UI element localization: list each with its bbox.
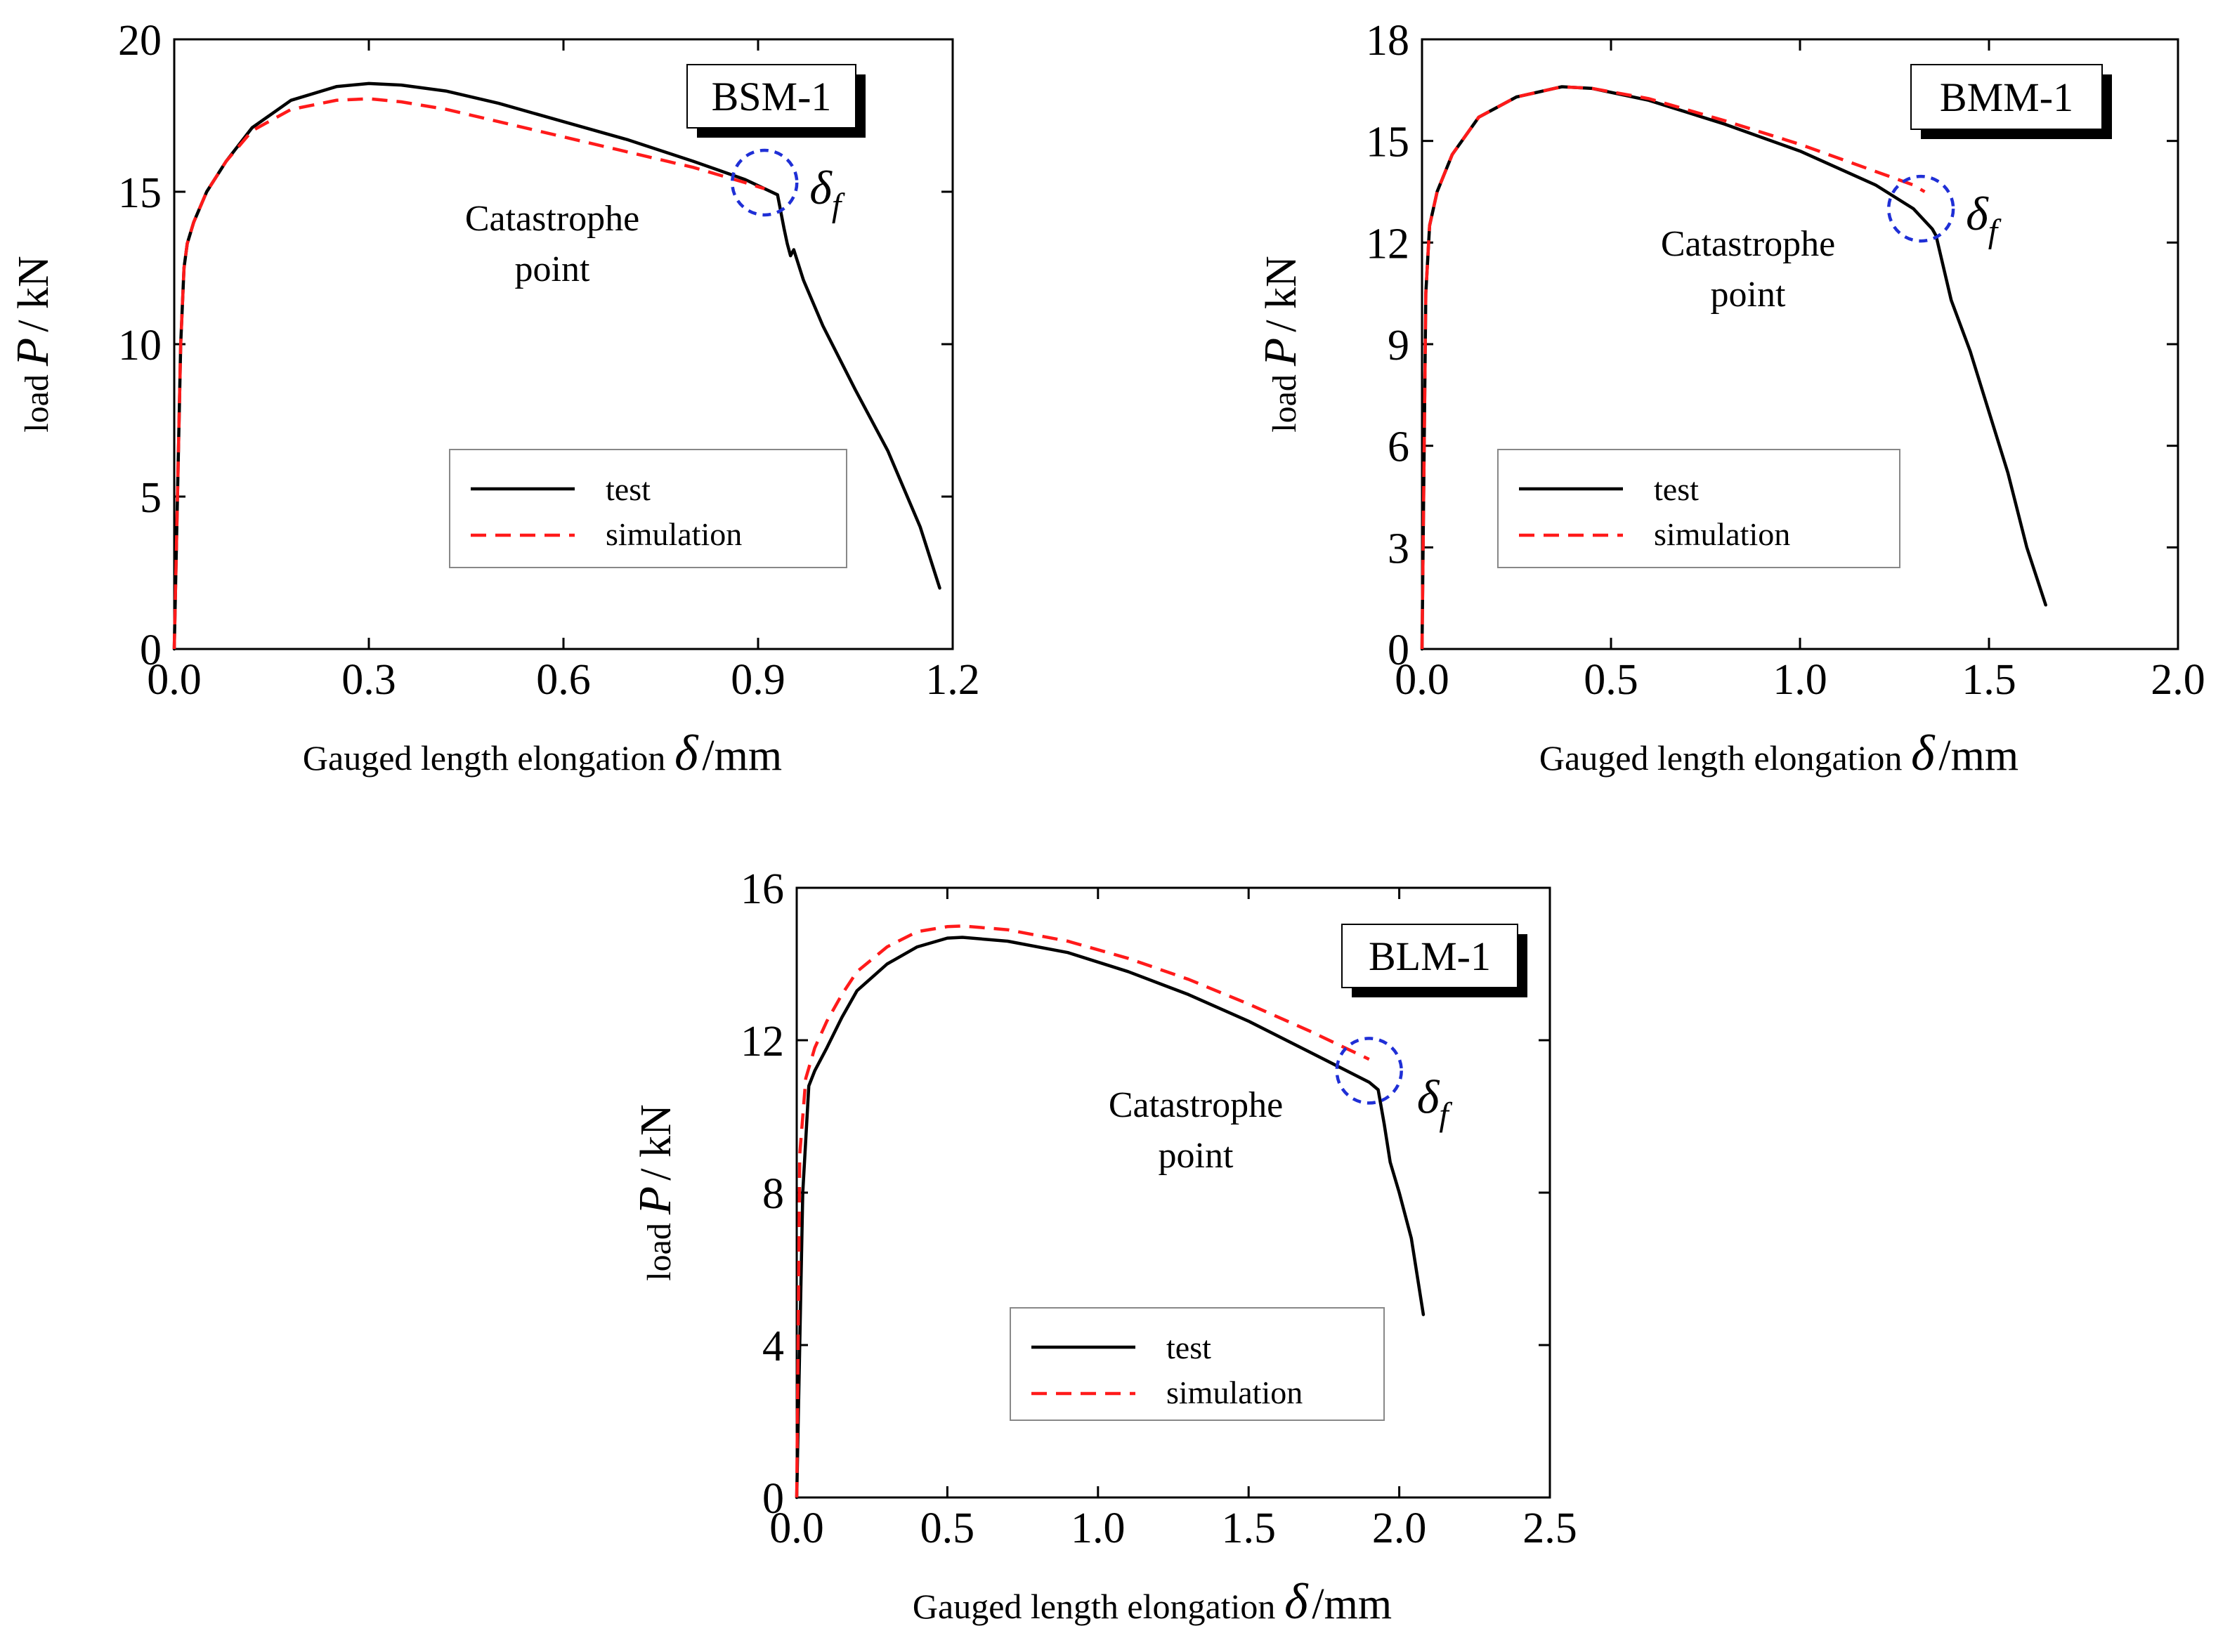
x-tick-label: 2.0 (2151, 656, 2205, 704)
y-axis-label-unit: / kN (1258, 256, 1305, 332)
series-simulation-line (795, 924, 1370, 1498)
y-tick-label: 0 (762, 1475, 784, 1523)
specimen-tag-label: BLM-1 (1369, 933, 1491, 979)
annotation-line-2: point (1159, 1136, 1234, 1176)
series-test-line (795, 936, 1426, 1500)
y-tick-label: 5 (140, 474, 162, 522)
annotation-line-2: point (1711, 275, 1786, 315)
y-axis-label-unit: / kN (10, 256, 58, 332)
x-tick-label: 0.5 (920, 1504, 975, 1552)
y-axis-label-prefix: load (1266, 366, 1303, 433)
catastrophe-circle (1886, 174, 1955, 243)
y-tick-label: 12 (741, 1018, 784, 1066)
y-tick-label: 15 (1366, 119, 1409, 166)
y-axis-label-symbol: P (1255, 338, 1306, 367)
delta-f-label: δf (809, 161, 845, 224)
y-tick-label: 12 (1366, 220, 1409, 268)
legend-test-label: test (1166, 1330, 1211, 1365)
y-axis-label: load P / kN (7, 256, 58, 432)
x-tick-label: 2.5 (1522, 1504, 1577, 1552)
y-axis-label-symbol: P (630, 1186, 681, 1215)
y-axis-label: load P / kN (1255, 256, 1306, 432)
chart-panel-bmm-1: 0.0 0.5 1.0 1.5 2.0 0 3 6 9 12 15 18 Gauged length e… (1255, 17, 2205, 781)
catastrophe-circle (730, 148, 799, 217)
legend-test-label: test (1654, 471, 1699, 507)
annotation-line-1: Catastrophe (465, 199, 639, 239)
catastrophe-circle (1335, 1037, 1403, 1105)
x-tick-label: 1.5 (1221, 1504, 1276, 1552)
annotation-line-1: Catastrophe (1661, 224, 1835, 264)
y-tick-label: 15 (118, 169, 162, 217)
y-axis-label-unit: / kN (632, 1104, 680, 1181)
x-tick-label: 0.5 (1584, 656, 1638, 704)
x-axis-label-symbol: δ (674, 725, 699, 781)
delta-f-symbol: δ (1417, 1070, 1440, 1123)
y-axis-label: load P / kN (630, 1104, 681, 1280)
x-tick-label: 0.0 (1395, 656, 1449, 704)
y-tick-label: 16 (741, 865, 784, 913)
x-tick-label: 0.6 (536, 656, 591, 704)
y-tick-label: 8 (762, 1170, 784, 1218)
delta-f-label: δf (1417, 1070, 1453, 1133)
x-axis-label-text: Gauged length elongation (303, 738, 674, 778)
legend-box (449, 449, 847, 568)
x-tick-label: 2.0 (1372, 1504, 1427, 1552)
y-tick-label: 6 (1388, 424, 1409, 471)
specimen-tag-box (1910, 64, 2103, 130)
legend-test-label: test (606, 471, 651, 507)
annotation-line-1: Catastrophe (1109, 1085, 1283, 1125)
x-tick-label: 0.0 (147, 656, 202, 704)
x-tick-label: 1.0 (1773, 656, 1827, 704)
x-axis-label: Gauged length elongation δ/mm (1539, 725, 2018, 781)
legend-simulation-label: simulation (1654, 516, 1790, 552)
y-tick-label: 20 (118, 17, 162, 65)
y-tick-label: 10 (118, 322, 162, 369)
x-axis-label-unit: /mm (702, 732, 782, 780)
x-axis-label-text: Gauged length elongation (913, 1587, 1284, 1626)
x-tick-label: 1.2 (925, 656, 980, 704)
y-tick-label: 0 (140, 627, 162, 674)
x-axis-label: Gauged length elongation δ/mm (913, 1573, 1392, 1630)
specimen-tag-box (1341, 924, 1518, 988)
x-tick-label: 1.0 (1071, 1504, 1126, 1552)
y-axis-label-prefix: load (641, 1214, 678, 1281)
delta-f-symbol: δ (809, 161, 833, 214)
delta-f-subscript: f (832, 187, 845, 224)
y-tick-label: 9 (1388, 322, 1409, 369)
x-axis-label: Gauged length elongation δ/mm (303, 725, 782, 781)
x-tick-label: 0.0 (769, 1504, 824, 1552)
y-axis-label-prefix: load (18, 366, 56, 433)
delta-f-label: δf (1966, 187, 2002, 250)
legend-box (1010, 1307, 1385, 1421)
chart-panel-blm-1: 0.0 0.5 1.0 1.5 2.0 2.5 0 4 8 12 16 Gauged length e… (630, 865, 1577, 1630)
series-simulation-line (172, 97, 765, 650)
chart-panel-bsm-1: 0.0 0.3 0.6 0.9 1.2 0 5 10 15 20 Gauged length elo… (7, 17, 980, 781)
legend-simulation-label: simulation (1166, 1375, 1303, 1410)
delta-f-subscript: f (1439, 1096, 1452, 1133)
specimen-tag-label: BMM-1 (1940, 74, 2073, 120)
delta-f-subscript: f (1988, 213, 2002, 250)
x-tick-label: 1.5 (1962, 656, 2016, 704)
x-axis-label-text: Gauged length elongation (1539, 738, 1911, 778)
x-tick-label: 0.9 (731, 656, 785, 704)
x-axis-label-unit: /mm (1938, 732, 2018, 780)
specimen-tag-label: BSM-1 (712, 74, 832, 119)
y-tick-label: 3 (1388, 525, 1409, 572)
annotation-line-2: point (515, 249, 590, 289)
y-tick-label: 0 (1388, 627, 1409, 674)
x-axis-label-unit: /mm (1312, 1580, 1392, 1628)
legend-box (1497, 449, 1900, 568)
y-tick-label: 18 (1366, 17, 1409, 65)
specimen-tag-box (686, 64, 856, 129)
legend-simulation-label: simulation (606, 516, 742, 552)
x-axis-label-symbol: δ (1911, 725, 1936, 781)
x-axis-label-symbol: δ (1284, 1573, 1309, 1630)
delta-f-symbol: δ (1966, 187, 1989, 240)
x-tick-label: 0.3 (341, 656, 396, 704)
y-axis-label-symbol: P (7, 338, 58, 367)
y-tick-label: 4 (762, 1323, 784, 1370)
